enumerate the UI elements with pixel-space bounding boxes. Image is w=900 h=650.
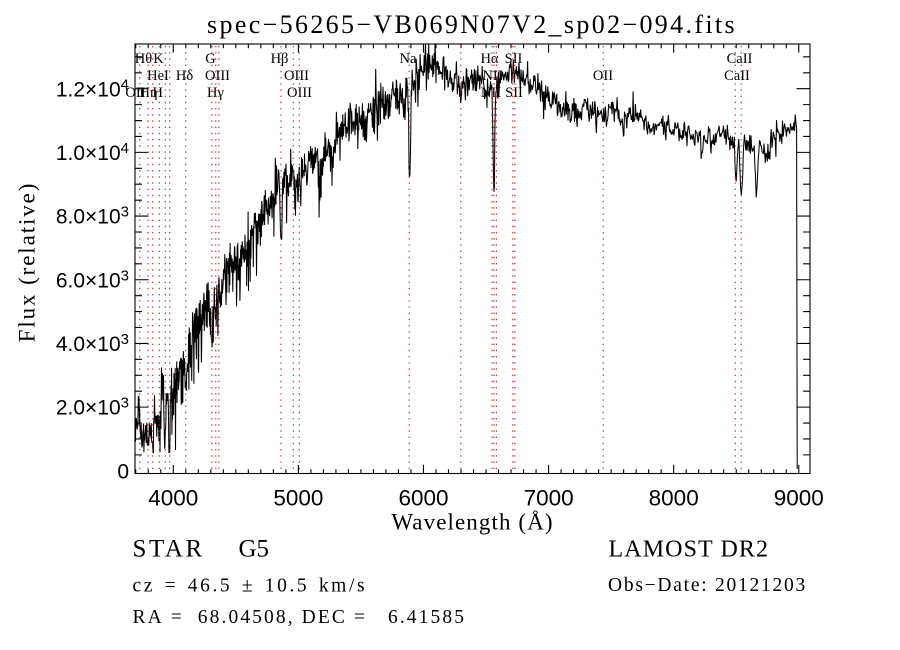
svg-text:OIII: OIII (284, 68, 309, 84)
svg-text:OII: OII (125, 85, 145, 101)
svg-text:6000: 6000 (398, 486, 448, 511)
svg-text:SII: SII (505, 85, 523, 101)
svg-text:7000: 7000 (524, 486, 574, 511)
svg-text:2.0×103: 2.0×103 (56, 395, 129, 420)
svg-text:RA = 68.04508, DEC = 6.4158: RA = 68.04508, DEC = 6.41585 (133, 607, 467, 628)
svg-text:cz = 46.5 ± 10.5 km/s: cz = 46.5 ± 10.5 km/s (133, 576, 368, 597)
svg-text:spec−56265−VB069N07V2_sp02−094: spec−56265−VB069N07V2_sp02−094.fits (207, 10, 737, 39)
svg-text:Obs−Date: 20121203: Obs−Date: 20121203 (608, 575, 807, 596)
svg-text:4000: 4000 (148, 486, 198, 511)
svg-text:STAR: STAR (133, 536, 205, 563)
svg-text:4.0×103: 4.0×103 (56, 331, 129, 356)
svg-text:H: H (153, 85, 164, 101)
svg-text:8000: 8000 (649, 486, 699, 511)
svg-text:SII: SII (505, 51, 523, 67)
svg-text:Flux (relative): Flux (relative) (15, 182, 40, 343)
svg-text:Hγ: Hγ (207, 85, 224, 101)
svg-text:Hδ: Hδ (176, 68, 193, 84)
svg-text:Hα: Hα (480, 51, 498, 67)
svg-text:G: G (205, 51, 216, 67)
svg-text:1.2×104: 1.2×104 (56, 76, 129, 101)
svg-text:HeI: HeI (147, 68, 169, 84)
svg-text:OIII: OIII (287, 85, 312, 101)
svg-text:0: 0 (117, 460, 129, 483)
svg-text:Na: Na (400, 51, 417, 67)
svg-text:Hβ: Hβ (271, 51, 289, 67)
svg-text:5000: 5000 (273, 486, 323, 511)
svg-text:OIII: OIII (205, 68, 230, 84)
svg-text:OII: OII (593, 68, 613, 84)
svg-text:9000: 9000 (774, 486, 824, 511)
svg-text:1.0×104: 1.0×104 (56, 140, 129, 165)
svg-text:8.0×103: 8.0×103 (56, 204, 129, 229)
svg-text:Hθ: Hθ (135, 51, 152, 67)
svg-text:Wavelength (Å): Wavelength (Å) (391, 510, 553, 535)
svg-text:G5: G5 (239, 536, 270, 563)
svg-text:CaII: CaII (724, 68, 750, 84)
svg-text:6.0×103: 6.0×103 (56, 267, 129, 292)
svg-text:LAMOST DR2: LAMOST DR2 (609, 537, 770, 563)
svg-text:CaII: CaII (727, 51, 753, 67)
